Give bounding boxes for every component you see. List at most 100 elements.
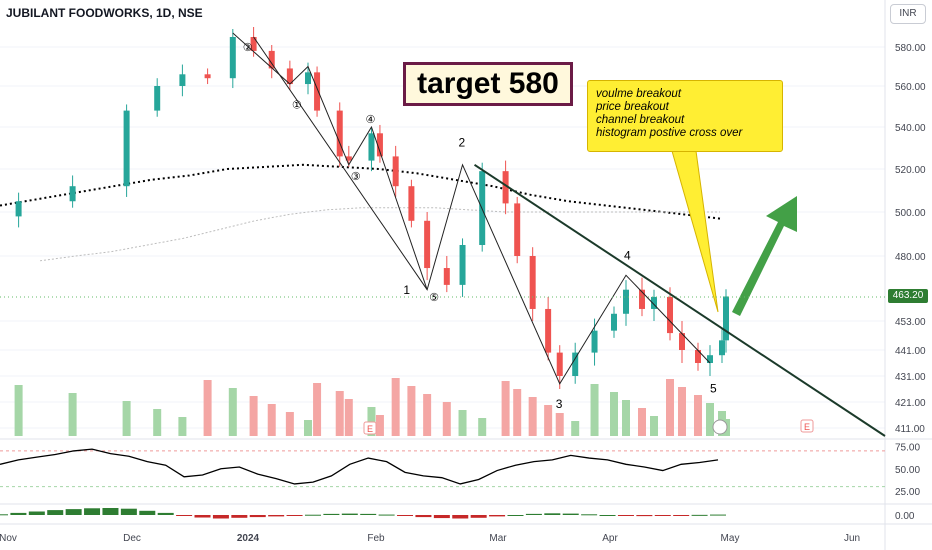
rsi-line: [0, 448, 719, 485]
candle-body: [459, 245, 466, 285]
symbol-title: JUBILANT FOODWORKS, 1D, NSE: [6, 6, 203, 20]
candle-body: [502, 171, 509, 204]
volume-bar: [638, 408, 646, 436]
drawings: 1 2 3 4 5 ① ② ③ ④ ⑤ E E: [0, 32, 886, 437]
volume-histogram: [14, 378, 730, 436]
macd-tick-label: 0.00: [895, 511, 915, 522]
macd-bar: [176, 515, 193, 516]
macd-bar: [286, 515, 303, 516]
moving-average-line: [0, 163, 721, 220]
time-tick-label: Dec: [123, 533, 141, 544]
volume-bar: [650, 416, 658, 436]
time-tick-label: Mar: [489, 533, 507, 544]
macd-bar: [562, 513, 579, 515]
price-tick-label: 453.00: [895, 317, 926, 328]
candle-body: [556, 352, 563, 376]
volume-bar: [203, 380, 212, 436]
macd-bar: [599, 515, 616, 516]
candle-body: [250, 37, 257, 51]
candle-body: [314, 72, 321, 111]
volume-bar: [267, 404, 276, 436]
macd-bar: [544, 513, 561, 515]
macd-bar: [341, 513, 358, 515]
time-tick-label: Jun: [844, 533, 860, 544]
sub-wave-label: ④: [365, 113, 375, 126]
volume-bar: [555, 413, 564, 436]
candle-body: [639, 289, 645, 309]
currency-button[interactable]: INR: [890, 4, 926, 24]
macd-bar: [304, 514, 321, 516]
wave-label: 3: [556, 397, 563, 411]
macd-bar: [231, 515, 248, 518]
rsi-pane: [0, 448, 885, 488]
price-tick-label: 421.00: [895, 398, 926, 409]
macd-bar: [28, 511, 45, 515]
candle-body: [529, 256, 536, 309]
price-tick-label: 411.00: [895, 424, 925, 435]
volume-bar: [335, 391, 344, 436]
volume-bar: [678, 387, 686, 436]
candle-body: [392, 156, 399, 187]
trend-arrow: [732, 196, 797, 316]
volume-bar: [501, 381, 510, 436]
price-tick-label: 431.00: [895, 372, 926, 383]
candle-body: [305, 72, 311, 85]
breakout-callout[interactable]: voulme breakout price breakout channel b…: [587, 80, 783, 152]
macd-bar: [120, 508, 137, 515]
lightning-icon: [712, 419, 728, 435]
macd-bar: [0, 514, 8, 516]
macd-bar: [47, 510, 64, 515]
macd-bar: [636, 515, 653, 517]
macd-bar: [268, 515, 285, 517]
time-tick-label: 2024: [237, 533, 260, 544]
volume-bar: [528, 397, 537, 436]
elliott-wave-path: [253, 36, 711, 385]
volume-bar: [249, 396, 258, 436]
volume-bar: [407, 386, 416, 436]
volume-bar: [622, 400, 630, 436]
callout-line: channel breakout: [596, 114, 685, 126]
callout-pointer: [671, 150, 719, 313]
wave-label: 1: [403, 283, 410, 297]
candle-body: [707, 355, 713, 363]
time-tick-label: Apr: [602, 533, 618, 544]
volume-bar: [694, 395, 702, 436]
rsi-tick-label: 75.00: [895, 442, 920, 453]
volume-bar: [442, 402, 451, 436]
candle-body: [123, 110, 130, 187]
candle-body: [345, 156, 352, 161]
macd-bar: [10, 512, 27, 515]
macd-bar: [452, 515, 469, 519]
sub-wave-label: ⑤: [429, 291, 439, 304]
candle-body: [286, 68, 293, 85]
candle-body: [268, 50, 275, 69]
callout-line: voulme breakout: [596, 88, 682, 100]
candle-body: [719, 340, 725, 356]
candle-body: [15, 201, 22, 217]
macd-bar: [102, 508, 119, 515]
volume-bar: [458, 410, 467, 436]
price-tick-label: 560.00: [895, 82, 926, 93]
volume-bar: [610, 392, 618, 436]
volume-bar: [571, 421, 580, 436]
macd-bar: [139, 510, 156, 515]
target-annotation[interactable]: target 580: [403, 62, 573, 106]
price-tick-label: 480.00: [895, 252, 926, 263]
macd-pane: [0, 508, 726, 519]
candle-body: [368, 133, 375, 161]
volume-bar: [285, 412, 294, 436]
callout-line: price breakout: [596, 101, 669, 113]
candle-body: [408, 186, 415, 221]
price-tick-label: 580.00: [895, 43, 926, 54]
candle-body: [154, 86, 161, 111]
trendline: [473, 163, 886, 437]
macd-bar: [65, 509, 82, 515]
candle-body: [695, 350, 701, 363]
macd-bar: [470, 515, 487, 518]
volume-bar: [313, 383, 322, 436]
moving-averages: [0, 163, 721, 262]
volume-bar: [513, 389, 522, 436]
volume-bar: [706, 403, 714, 436]
